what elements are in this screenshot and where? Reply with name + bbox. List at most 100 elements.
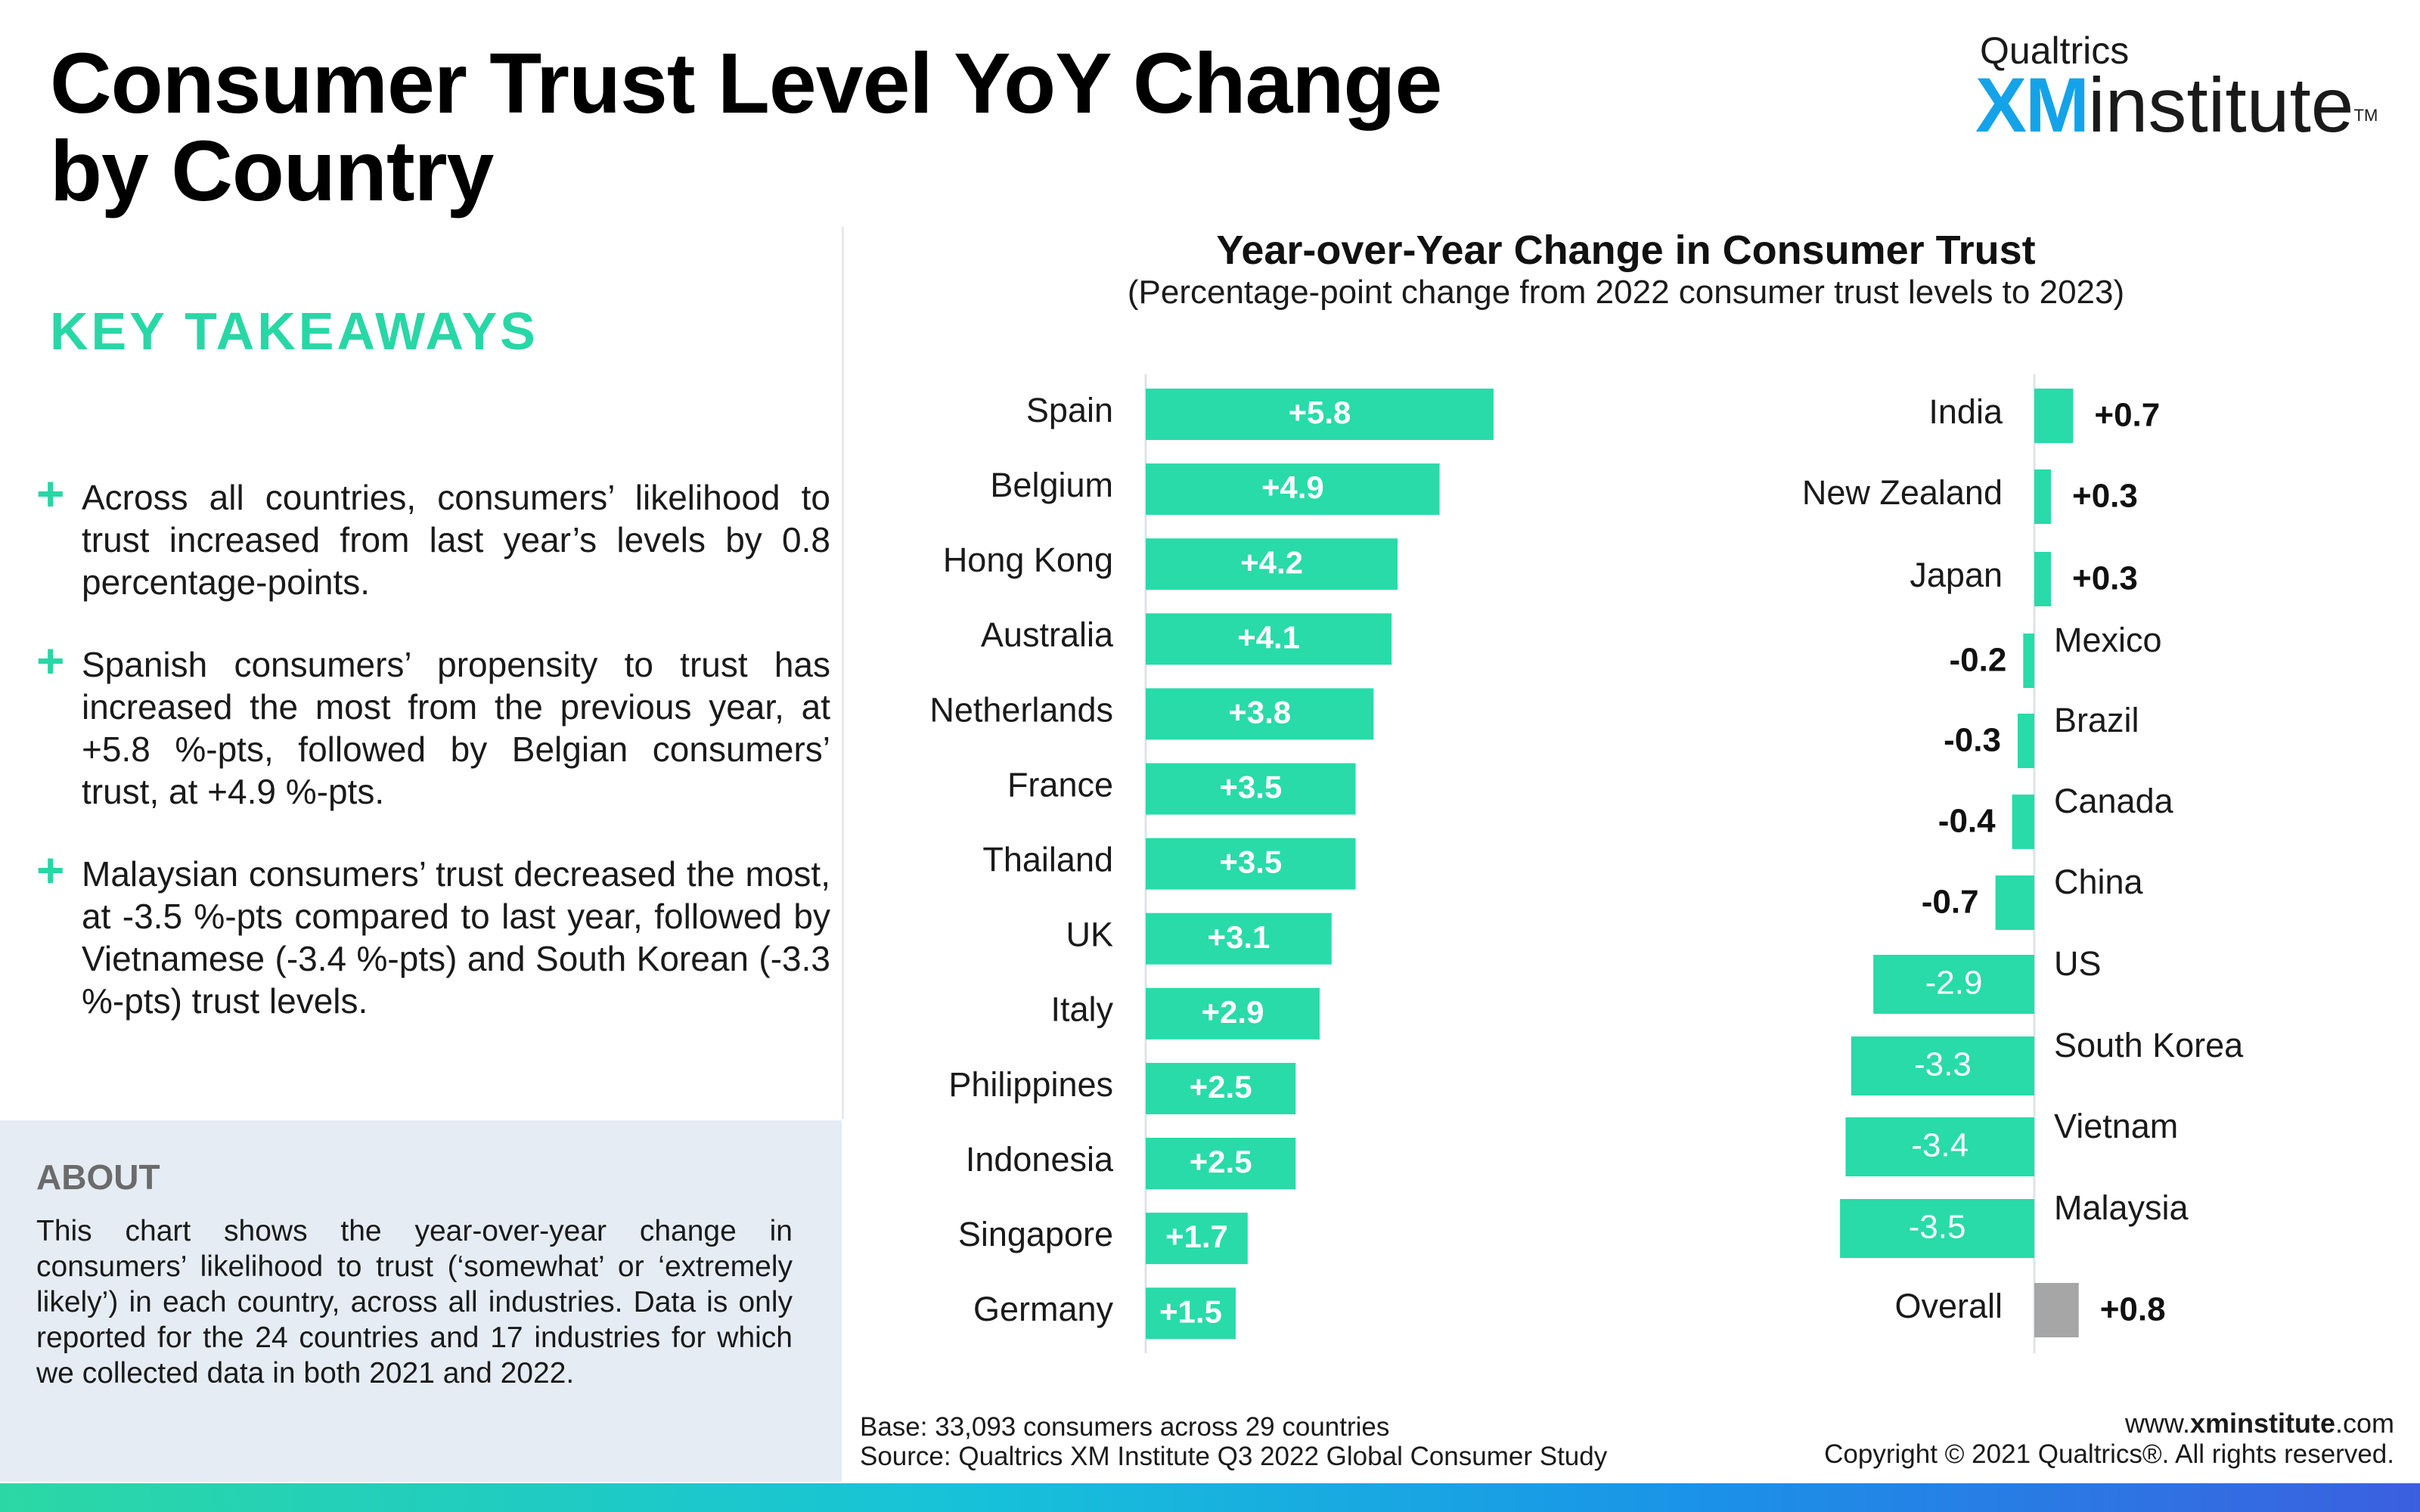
data-label: +1.7 [1165, 1219, 1228, 1254]
category-label: Spain [1026, 391, 1113, 429]
bar [1146, 1213, 1248, 1265]
logo-institute: institute [2088, 62, 2354, 148]
bar [2012, 795, 2034, 849]
data-label: +3.5 [1219, 844, 1282, 880]
data-label: +0.3 [2072, 478, 2138, 515]
bar [1146, 1062, 1296, 1114]
bar [1146, 1287, 1236, 1340]
category-label: Overall [1894, 1287, 2003, 1325]
bar [2034, 469, 2052, 524]
data-label: +3.1 [1207, 919, 1270, 955]
category-label: Philippines [948, 1065, 1113, 1104]
bar [1840, 1199, 2034, 1258]
takeaway-text: Malaysian consumers’ trust decreased the… [82, 854, 830, 1021]
bar [1146, 688, 1374, 740]
plus-icon: + [36, 634, 65, 688]
category-label: Australia [981, 615, 1114, 654]
bar [1995, 875, 2034, 930]
category-label: Thailand [982, 840, 1113, 878]
bar [1146, 763, 1356, 815]
category-label: US [2054, 944, 2102, 983]
brand-gradient-bar [0, 1483, 2420, 1512]
bar [1146, 389, 1494, 440]
category-label: Belgium [990, 466, 1113, 504]
data-label: +3.8 [1228, 694, 1291, 730]
category-label: New Zealand [1802, 473, 2003, 512]
category-label: Hong Kong [943, 541, 1113, 579]
category-label: South Korea [2054, 1026, 2244, 1064]
logo-tm: TM [2353, 106, 2378, 125]
bar [1873, 955, 2034, 1014]
data-label: -0.7 [1922, 884, 1979, 921]
key-takeaways-heading: KEY TAKEAWAYS [50, 302, 538, 361]
category-label: China [2054, 863, 2144, 901]
data-label: -3.5 [1909, 1209, 1966, 1246]
bar [1146, 463, 1440, 516]
about-panel [0, 1120, 842, 1482]
category-label: Vietnam [2054, 1107, 2178, 1145]
bar [1146, 912, 1332, 965]
data-label: +2.5 [1190, 1069, 1252, 1105]
category-label: Indonesia [966, 1140, 1114, 1179]
bar [1146, 613, 1392, 665]
footer-copyright: Copyright © 2021 Qualtrics®. All rights … [1824, 1439, 2394, 1469]
category-label: Netherlands [929, 690, 1113, 729]
bar [2034, 389, 2074, 443]
column-divider [842, 227, 844, 1119]
bar [1146, 538, 1398, 590]
data-label: +0.7 [2094, 397, 2160, 434]
category-label: Italy [1050, 990, 1113, 1029]
category-label: Brazil [2054, 701, 2139, 739]
url-suffix: .com [2335, 1408, 2394, 1439]
footer-source-note: Source: Qualtrics XM Institute Q3 2022 G… [860, 1442, 1608, 1471]
footer-base-note: Base: 33,093 consumers across 29 countri… [860, 1412, 1390, 1442]
bar [1146, 987, 1320, 1040]
takeaway-text: Across all countries, consumers’ likelih… [82, 478, 830, 602]
page-title: Consumer Trust Level YoY Change by Count… [50, 36, 1442, 218]
plus-icon: + [36, 843, 65, 897]
category-label: Malaysia [2054, 1188, 2189, 1227]
bar [1845, 1117, 2034, 1176]
data-label: -3.3 [1914, 1046, 1972, 1083]
category-label: France [1007, 765, 1113, 804]
data-label: +0.8 [2100, 1291, 2166, 1328]
bar [2017, 714, 2034, 768]
data-label: -2.9 [1925, 965, 1983, 1002]
category-label: UK [1066, 916, 1113, 954]
data-label: +3.5 [1219, 770, 1282, 805]
logo-xm: XM [1975, 62, 2090, 148]
logo-qualtrics-text: Qualtrics [1980, 29, 2130, 72]
data-label: +4.9 [1261, 469, 1324, 505]
category-label: Germany [973, 1290, 1114, 1328]
logo-xm-institute: XMinstituteTM [1975, 64, 2378, 147]
data-label: +0.3 [2072, 560, 2138, 597]
footer-url[interactable]: www.xminstitute.com [2125, 1408, 2394, 1439]
data-label: -0.3 [1944, 722, 2001, 759]
data-label: +4.2 [1240, 544, 1303, 580]
category-label: India [1928, 392, 2003, 431]
chart-subtitle: (Percentage-point change from 2022 consu… [1127, 274, 2125, 311]
data-label: -0.4 [1938, 803, 1996, 840]
data-label: +2.5 [1190, 1144, 1252, 1179]
bar [2023, 634, 2034, 688]
data-label: -0.2 [1949, 642, 2006, 679]
url-prefix: www. [2124, 1408, 2190, 1439]
overall-bar [2034, 1283, 2079, 1337]
data-label: +2.9 [1202, 994, 1264, 1030]
takeaway-text: Spanish consumers’ propensity to trust h… [82, 645, 830, 811]
about-heading: ABOUT [36, 1157, 160, 1197]
bar [1146, 1138, 1296, 1189]
category-label: Canada [2054, 782, 2174, 820]
about-text: This chart shows the year-over-year chan… [36, 1215, 793, 1390]
bar [2034, 552, 2052, 606]
data-label: +5.8 [1289, 395, 1351, 430]
category-label: Mexico [2054, 621, 2162, 659]
url-domain: xminstitute [2189, 1408, 2335, 1439]
data-label: +4.1 [1237, 619, 1300, 655]
plus-icon: + [36, 466, 65, 521]
category-label: Singapore [958, 1215, 1113, 1253]
bar [1851, 1036, 2034, 1095]
data-label: -3.4 [1911, 1127, 1969, 1164]
data-label: +1.5 [1159, 1294, 1222, 1329]
